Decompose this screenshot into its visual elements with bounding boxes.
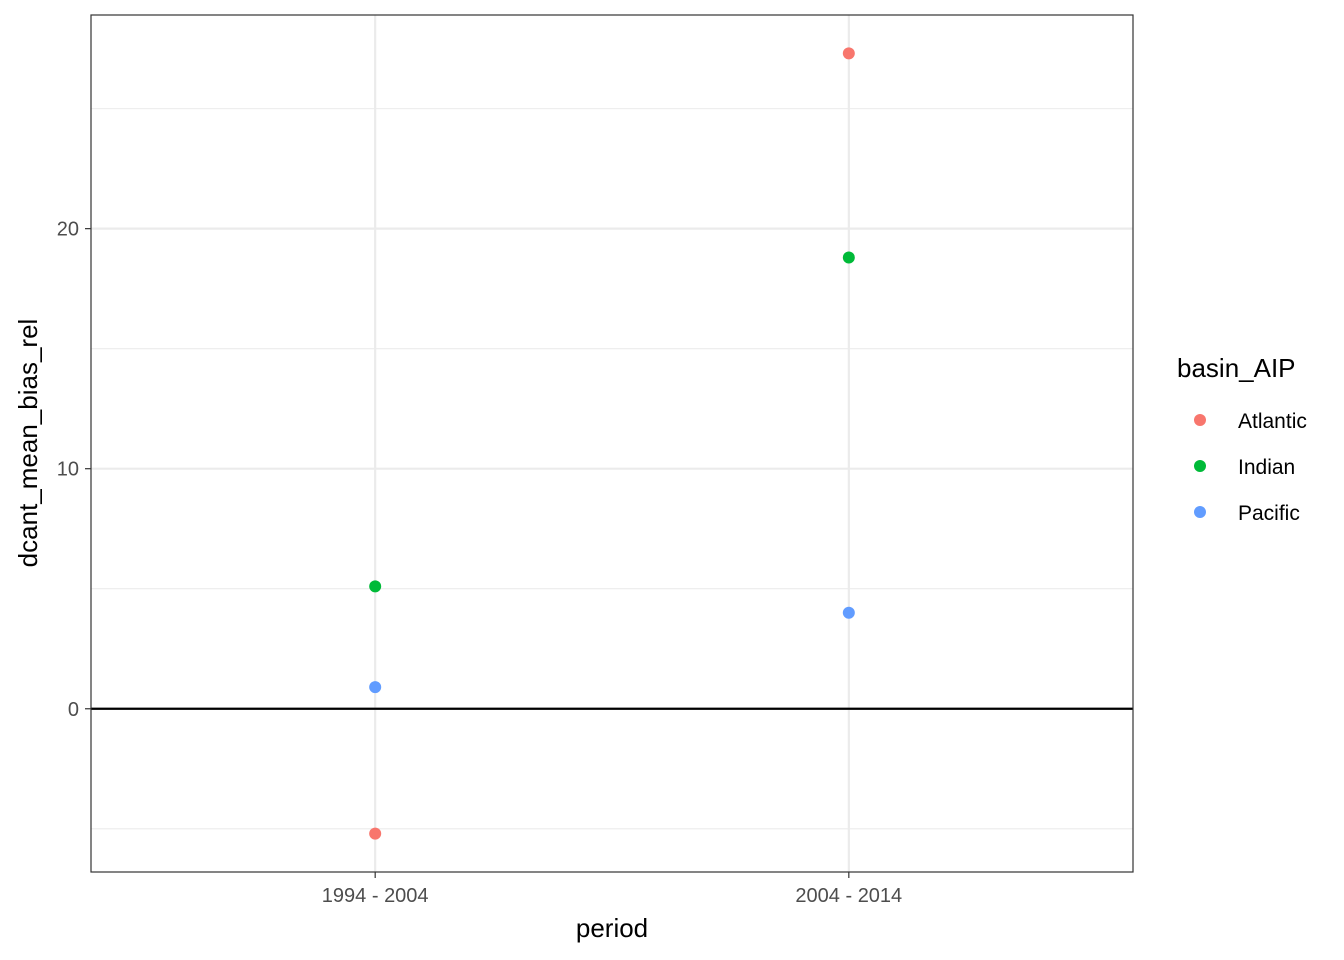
- point-atlantic: [842, 47, 855, 60]
- minor-gridlines: [91, 108, 1133, 830]
- data-points: [369, 47, 855, 840]
- x-tick-label: 1994 - 2004: [322, 885, 429, 907]
- plot-panel-background: [91, 15, 1133, 872]
- legend-title: basin_AIP: [1177, 353, 1296, 383]
- y-axis-title: dcant_mean_bias_rel: [13, 319, 43, 568]
- y-tick-label: 20: [57, 219, 79, 241]
- point-pacific: [369, 681, 382, 694]
- legend-key-indian: [1194, 460, 1206, 472]
- plot-panel-border: [90, 14, 1134, 873]
- point-indian: [369, 580, 382, 593]
- legend-key-pacific: [1194, 506, 1206, 518]
- point-atlantic: [369, 827, 382, 840]
- legend-key-atlantic: [1194, 414, 1206, 426]
- legend-items: Atlantic Indian Pacific: [1194, 410, 1307, 525]
- y-tick-label: 0: [68, 699, 79, 721]
- x-axis-title: period: [576, 913, 648, 943]
- x-tick-label: 2004 - 2014: [795, 885, 902, 907]
- y-axis: 0 10 20: [57, 219, 91, 721]
- point-pacific: [842, 606, 855, 619]
- legend-label-atlantic: Atlantic: [1238, 410, 1307, 433]
- legend-label-pacific: Pacific: [1238, 502, 1300, 525]
- legend-label-indian: Indian: [1238, 456, 1295, 479]
- y-tick-label: 10: [57, 459, 79, 481]
- point-indian: [842, 251, 855, 264]
- x-axis: 1994 - 2004 2004 - 2014: [322, 872, 902, 907]
- legend: basin_AIP Atlantic Indian Pacific: [1177, 353, 1307, 525]
